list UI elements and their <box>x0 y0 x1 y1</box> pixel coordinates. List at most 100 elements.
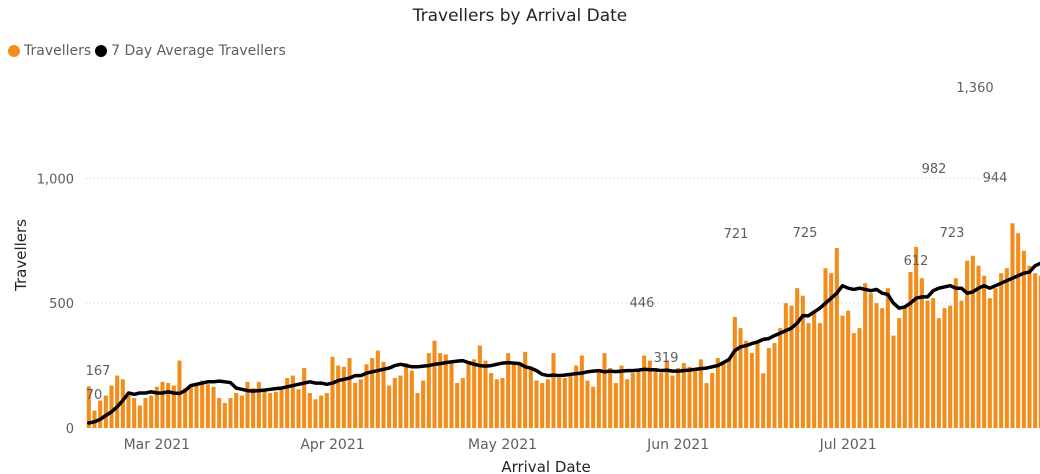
bar <box>273 391 278 428</box>
bar <box>222 403 227 428</box>
bar <box>279 388 284 428</box>
bar <box>976 265 981 428</box>
bar <box>466 363 471 428</box>
bar <box>449 360 454 428</box>
bar <box>755 341 760 428</box>
bar <box>783 303 788 428</box>
bar <box>1033 273 1038 428</box>
bar <box>415 393 420 428</box>
bar <box>211 386 216 428</box>
data-label: 982 <box>922 162 947 177</box>
bar <box>540 383 545 428</box>
bar <box>1038 275 1040 428</box>
bar <box>132 398 137 428</box>
bar <box>863 283 868 428</box>
chart-legend: Travellers 7 Day Average Travellers <box>8 43 290 59</box>
bar <box>228 398 233 428</box>
bar <box>517 364 522 428</box>
gridlines <box>86 177 1004 304</box>
bar <box>795 288 800 428</box>
bar <box>477 345 482 428</box>
bar <box>970 255 975 428</box>
bar <box>120 379 125 428</box>
bar <box>432 340 437 428</box>
bar <box>744 340 749 428</box>
bar <box>846 310 851 428</box>
bar <box>687 366 692 428</box>
data-label: 723 <box>940 226 965 241</box>
bar <box>568 373 573 428</box>
bar <box>829 273 834 428</box>
bar <box>698 359 703 428</box>
bar <box>217 398 222 428</box>
legend-label-7-day-average: 7 Day Average Travellers <box>111 43 286 59</box>
bar <box>370 358 375 428</box>
bar <box>693 370 698 428</box>
x-axis-ticks: Mar 2021 Apr 2021 May 2021 Jun 2021 Jul 2021 <box>124 437 877 453</box>
legend-label-travellers: Travellers <box>24 43 92 59</box>
bar <box>953 278 958 428</box>
data-label: 70 <box>86 388 103 403</box>
bar <box>625 379 630 428</box>
bar <box>1027 265 1032 428</box>
bar <box>404 363 409 428</box>
bar <box>902 305 907 428</box>
bar <box>160 381 165 428</box>
bar <box>817 323 822 428</box>
bar <box>766 348 771 428</box>
data-label: 1,360 <box>956 81 993 96</box>
bar <box>494 379 499 428</box>
bar <box>296 389 301 428</box>
legend-marker-7-day-average <box>95 45 108 57</box>
bar <box>483 360 488 428</box>
bar <box>642 355 647 428</box>
bar <box>421 380 426 428</box>
bar <box>670 375 675 428</box>
bar <box>885 288 890 428</box>
bar <box>183 388 188 428</box>
bar <box>171 385 176 428</box>
bar <box>398 375 403 428</box>
bar <box>330 356 335 428</box>
bar <box>109 385 114 428</box>
legend-item-7-day-average[interactable]: 7 Day Average Travellers <box>95 43 286 59</box>
bar <box>115 375 120 428</box>
bar <box>982 275 987 428</box>
x-tick-label: May 2021 <box>468 437 537 453</box>
bar <box>392 378 397 428</box>
bar <box>353 383 358 428</box>
bar <box>200 380 205 428</box>
x-tick-label: Apr 2021 <box>300 437 364 453</box>
bar <box>358 379 363 428</box>
bar <box>251 388 256 428</box>
bar <box>965 260 970 428</box>
bar <box>738 328 743 428</box>
bar <box>834 247 839 428</box>
y-tick-label: 500 <box>49 297 74 312</box>
legend-item-travellers[interactable]: Travellers <box>8 43 91 59</box>
bar <box>727 359 732 428</box>
data-label: 319 <box>654 351 679 366</box>
bar <box>472 359 477 428</box>
x-tick-label: Mar 2021 <box>124 437 191 453</box>
y-tick-label: 1,000 <box>37 172 74 187</box>
bar <box>959 300 964 428</box>
bar <box>993 288 998 428</box>
bar <box>596 370 601 428</box>
bar <box>319 395 324 428</box>
bar <box>375 350 380 428</box>
data-label: 944 <box>983 171 1008 186</box>
bar <box>636 370 641 428</box>
bar <box>857 328 862 428</box>
bar <box>653 368 658 428</box>
y-axis-ticks: 0 500 1,000 <box>37 172 74 437</box>
bar <box>511 364 516 428</box>
bar <box>914 247 919 428</box>
bar <box>205 384 210 428</box>
bar <box>823 268 828 428</box>
bar <box>948 305 953 428</box>
bar <box>704 383 709 428</box>
bar <box>239 395 244 428</box>
line-series-7-day-average <box>87 261 1040 425</box>
bar <box>103 395 108 428</box>
